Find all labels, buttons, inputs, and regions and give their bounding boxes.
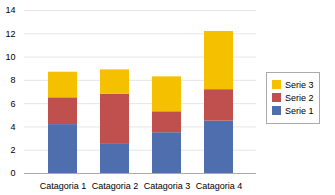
svg-text:8: 8 (10, 75, 15, 85)
svg-text:4: 4 (10, 122, 15, 132)
svg-text:Catagoria 4: Catagoria 4 (196, 181, 243, 191)
svg-text:14: 14 (5, 5, 15, 15)
html-text:Serie 3: Serie 3 (285, 79, 314, 90)
svg-text:Catagoria 1: Catagoria 1 (40, 181, 87, 191)
svg-text:2: 2 (10, 145, 15, 155)
svg-text:10: 10 (5, 52, 15, 62)
svg-text:6: 6 (10, 99, 15, 109)
html-text:Serie 1: Serie 1 (285, 105, 314, 116)
html-text:Serie 2: Serie 2 (285, 92, 314, 103)
svg-text:Catagoria 3: Catagoria 3 (144, 181, 191, 191)
svg-text:Catagoria 2: Catagoria 2 (92, 181, 139, 191)
svg-text:12: 12 (5, 29, 15, 39)
svg-text:0: 0 (10, 168, 15, 178)
